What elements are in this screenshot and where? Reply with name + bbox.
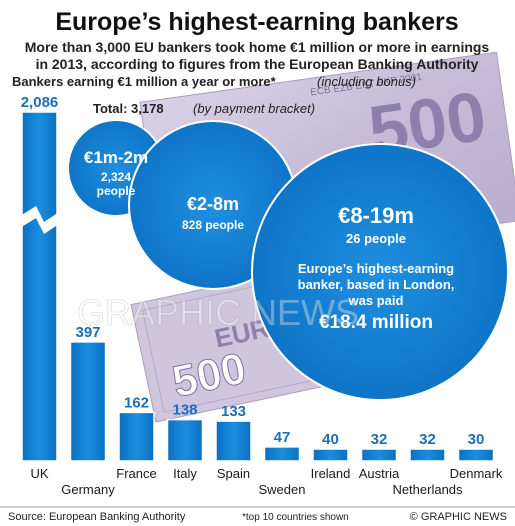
bar-value-label: 397 <box>75 324 100 341</box>
category-label: Italy <box>173 466 197 481</box>
chart-heading-note: (including bonus) <box>317 74 416 89</box>
total-note: (by payment bracket) <box>193 101 315 116</box>
category-label: UK <box>30 466 48 481</box>
watermark-text: GRAPHIC NEWS <box>77 292 359 333</box>
bubble-8-19m-count: 26 people <box>346 231 406 246</box>
category-label: Denmark <box>450 466 503 481</box>
bubble-2-8m-bracket: €2-8m <box>187 194 239 214</box>
bar-italy <box>166 418 204 462</box>
footnote-text: *top 10 countries shown <box>242 512 349 523</box>
bar-uk <box>21 111 58 462</box>
category-label: France <box>116 466 156 481</box>
bar-austria <box>360 448 398 462</box>
bar-denmark <box>457 448 495 462</box>
subtitle-line-1: More than 3,000 EU bankers took home €1 … <box>25 39 490 55</box>
bracket-bubbles: €1m-2m 2,324 people €2-8m 828 people €8-… <box>67 119 509 401</box>
bubble-8-19m <box>251 143 509 401</box>
bar-chart: 2,086 UK 397 Germany 162 France 138 Italy 133 Spa… <box>20 94 503 497</box>
bar-spain <box>215 420 252 462</box>
bubble-1m-2m-bracket: €1m-2m <box>84 148 148 167</box>
category-label: Germany <box>61 482 115 497</box>
bar-netherlands <box>409 448 446 462</box>
bar-value-label: 40 <box>322 431 339 448</box>
callout-line-3: was paid <box>348 293 404 308</box>
bubble-8-19m-bracket: €8-19m <box>338 203 414 228</box>
bar-sweden <box>263 446 301 462</box>
bar-value-label: 138 <box>172 402 197 419</box>
category-label: Sweden <box>259 482 306 497</box>
bar-value-label: 30 <box>468 431 485 448</box>
category-label: Ireland <box>311 466 351 481</box>
bar-value-label: 162 <box>124 394 149 411</box>
callout-amount: €18.4 million <box>319 312 433 333</box>
bar-value-label: 2,086 <box>21 94 59 111</box>
page-title: Europe’s highest-earning bankers <box>55 8 458 36</box>
bar-value-label: 32 <box>371 431 388 448</box>
bar-value-label: 47 <box>274 429 291 446</box>
callout-line-1: Europe’s highest-earning <box>298 261 454 276</box>
axis-break-marker <box>20 206 59 234</box>
bar-france <box>118 411 155 462</box>
category-label: Netherlands <box>392 482 463 497</box>
source-text: Source: European Banking Authority <box>8 511 186 523</box>
credit-text: © GRAPHIC NEWS <box>410 511 507 523</box>
bar-value-label: 133 <box>221 403 246 420</box>
bubble-1m-2m-count: 2,324 <box>101 170 131 184</box>
bubble-1m-2m-unit: people <box>97 184 136 198</box>
chart-heading: Bankers earning €1 million a year or mor… <box>12 74 277 89</box>
total-label: Total: 3,178 <box>93 101 164 116</box>
category-label: Austria <box>359 466 400 481</box>
callout-line-2: banker, based in London, <box>298 277 455 292</box>
subtitle-line-2: in 2013, according to figures from the E… <box>36 56 479 72</box>
bar-ireland <box>312 448 349 462</box>
category-label: Spain <box>217 466 250 481</box>
bar-germany <box>69 341 107 462</box>
bar-value-label: 32 <box>419 431 436 448</box>
bubble-2-8m-count: 828 people <box>182 218 244 232</box>
